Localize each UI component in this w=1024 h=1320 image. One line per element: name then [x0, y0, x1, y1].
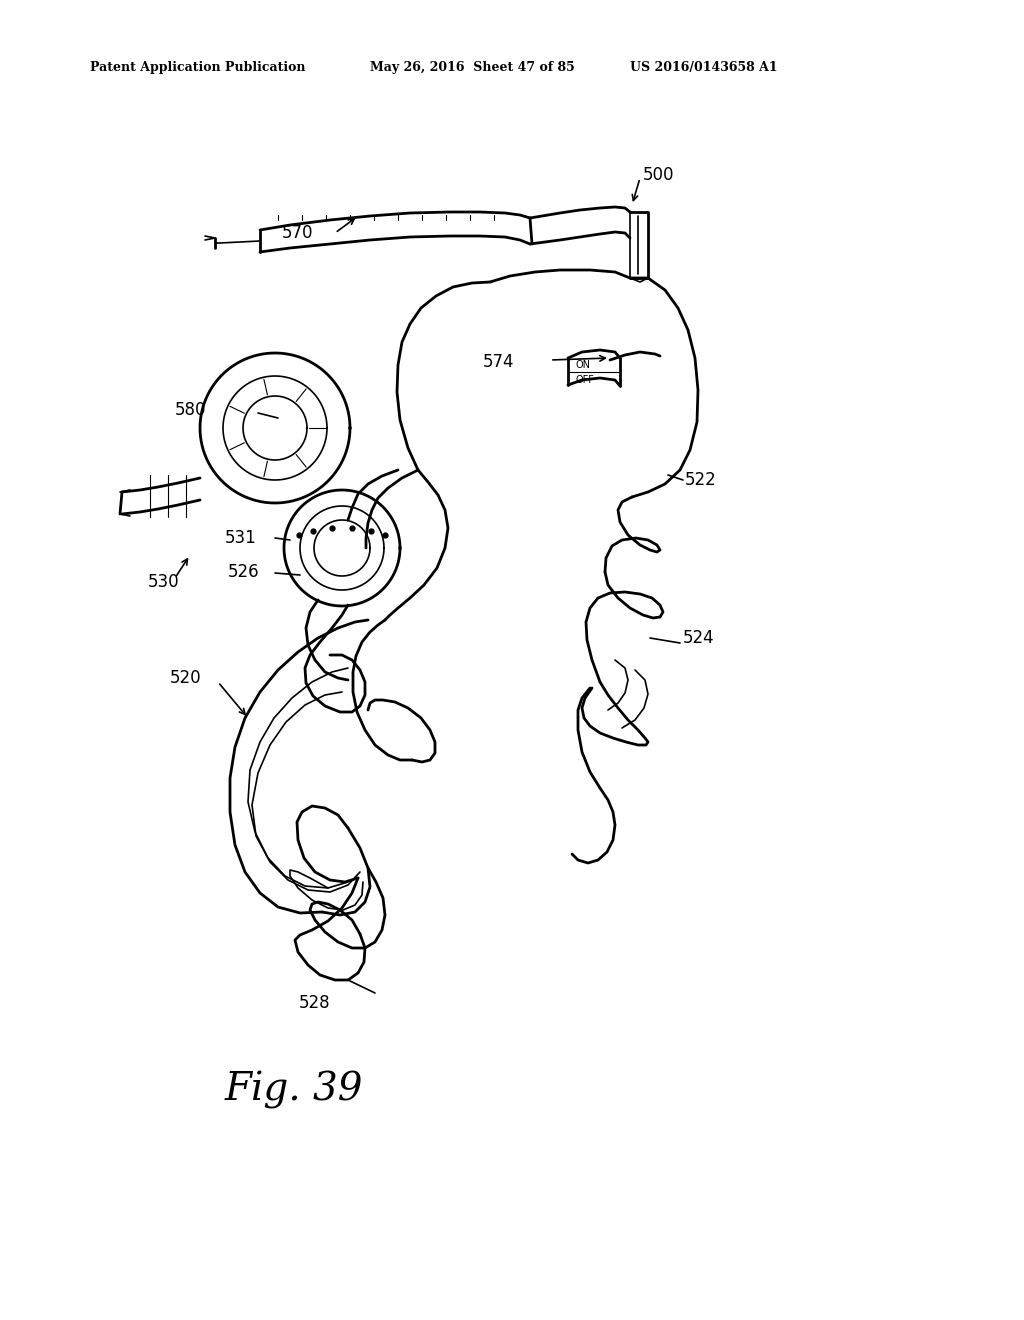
Text: 520: 520: [170, 669, 202, 686]
Text: 526: 526: [228, 564, 260, 581]
Text: OFF: OFF: [575, 375, 594, 385]
Text: Patent Application Publication: Patent Application Publication: [90, 62, 305, 74]
Text: 531: 531: [225, 529, 257, 546]
Text: 580: 580: [175, 401, 207, 418]
Text: 528: 528: [298, 994, 330, 1012]
Text: 522: 522: [685, 471, 717, 488]
Text: 570: 570: [282, 224, 313, 242]
Text: 574: 574: [483, 352, 514, 371]
Text: 500: 500: [643, 166, 675, 183]
Text: 524: 524: [683, 630, 715, 647]
Text: Fig. 39: Fig. 39: [225, 1071, 364, 1109]
Text: US 2016/0143658 A1: US 2016/0143658 A1: [630, 62, 777, 74]
Text: 530: 530: [148, 573, 179, 591]
Text: ON: ON: [575, 360, 590, 370]
Text: May 26, 2016  Sheet 47 of 85: May 26, 2016 Sheet 47 of 85: [370, 62, 574, 74]
